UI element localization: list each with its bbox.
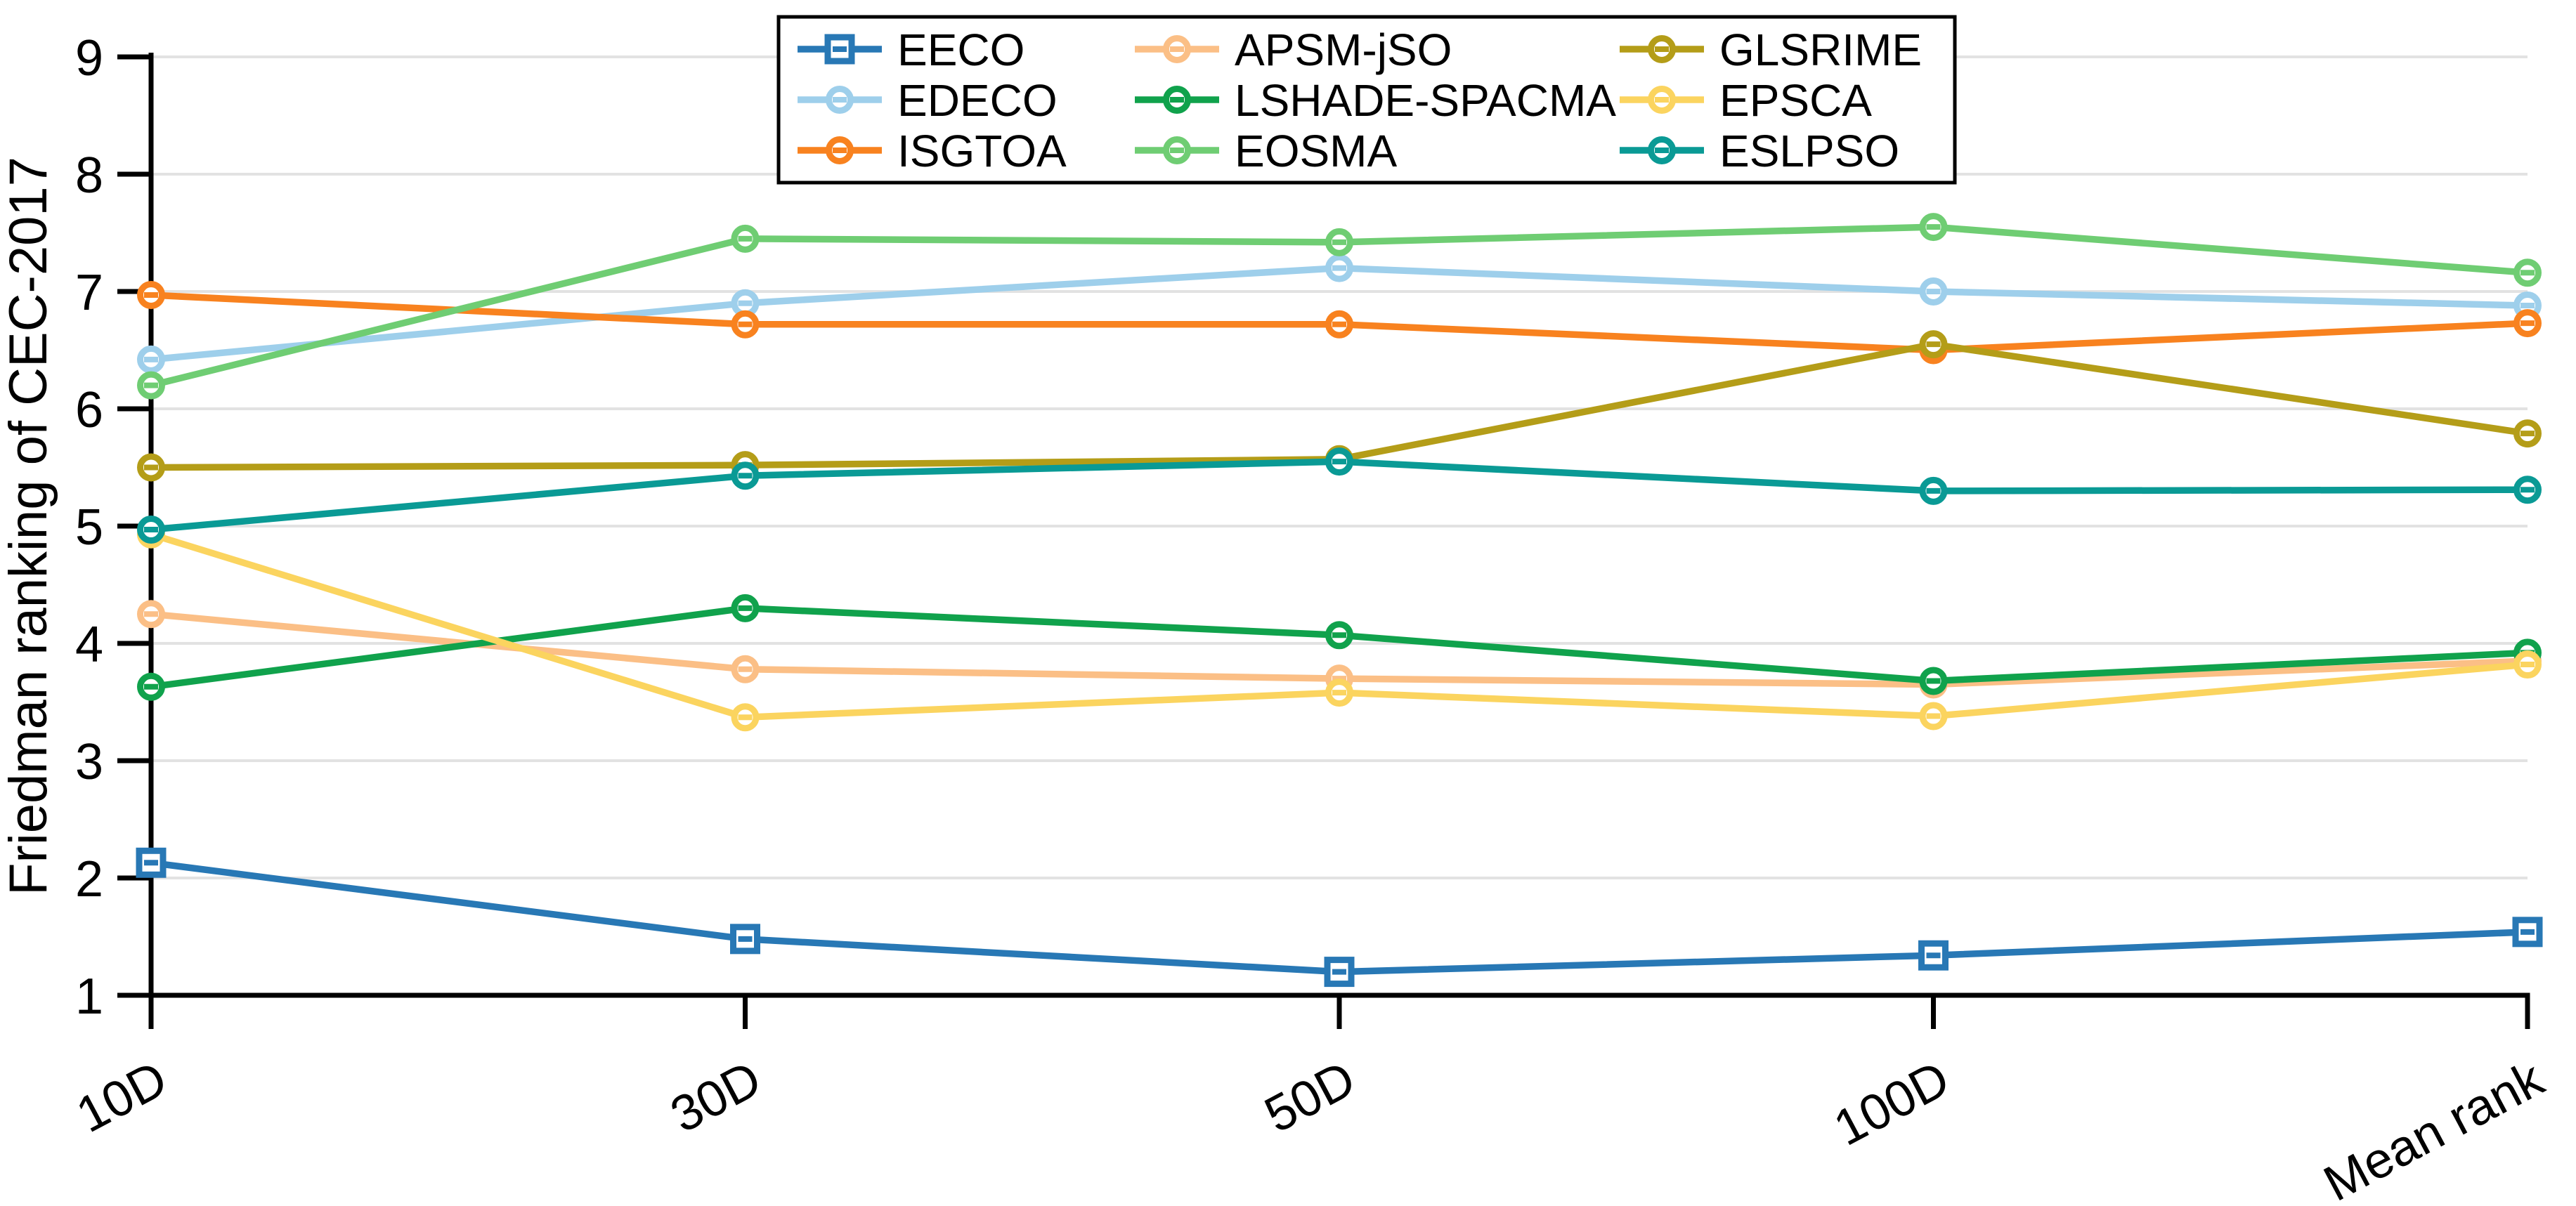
legend-label-ISGTOA: ISGTOA xyxy=(897,126,1067,176)
y-tick-label-3: 3 xyxy=(75,734,103,790)
legend-entry-APSM-jSO: APSM-jSO xyxy=(1135,25,1452,75)
legend-label-GLSRIME: GLSRIME xyxy=(1719,25,1922,75)
series-layer xyxy=(136,213,2543,988)
legend-label-LSHADE-SPACMA: LSHADE-SPACMA xyxy=(1235,75,1616,126)
y-tick-label-2: 2 xyxy=(75,851,103,907)
y-axis-title: Friedman ranking of CEC-2017 xyxy=(0,157,58,896)
legend-label-EOSMA: EOSMA xyxy=(1235,126,1397,176)
legend-entry-EDECO: EDECO xyxy=(798,75,1058,126)
series-ESLPSO xyxy=(137,447,2542,544)
marker-EECO xyxy=(730,924,760,955)
series-EECO xyxy=(136,847,2543,988)
legend-entry-ESLPSO: ESLPSO xyxy=(1620,126,1899,176)
y-tick-label-6: 6 xyxy=(75,382,103,438)
legend-entry-LSHADE-SPACMA: LSHADE-SPACMA xyxy=(1135,75,1616,126)
legend-entry-EOSMA: EOSMA xyxy=(1135,126,1397,176)
y-tick-label-4: 4 xyxy=(75,617,103,673)
x-tick-label-30D: 30D xyxy=(662,1050,770,1143)
x-tick-label-100D: 100D xyxy=(1825,1050,1958,1156)
y-tick-label-8: 8 xyxy=(75,148,103,204)
legend-label-ESLPSO: ESLPSO xyxy=(1719,126,1899,176)
legend-label-APSM-jSO: APSM-jSO xyxy=(1235,25,1452,75)
series-EPSCA xyxy=(137,520,2542,732)
y-tick-label-7: 7 xyxy=(75,265,103,321)
x-tick-label-Mean-rank: Mean rank xyxy=(2315,1050,2554,1206)
legend-label-EDECO: EDECO xyxy=(897,75,1058,126)
axis-layer: 1 2 3 4 5 6 7 8 9 10D 30D 50D 100D Mean rank xyxy=(67,30,2553,1206)
y-tick-label-5: 5 xyxy=(75,499,103,556)
legend-entry-EPSCA: EPSCA xyxy=(1620,75,1872,126)
legend-box xyxy=(776,15,1957,185)
series-LSHADE-SPACMA xyxy=(137,594,2542,701)
legend-label-EPSCA: EPSCA xyxy=(1719,75,1872,126)
y-tick-label-9: 9 xyxy=(75,30,103,86)
x-tick-label-10D: 10D xyxy=(67,1050,176,1143)
y-tick-label-1: 1 xyxy=(75,969,103,1025)
legend-entry-GLSRIME: GLSRIME xyxy=(1620,25,1922,75)
legend-entry-ISGTOA: ISGTOA xyxy=(798,126,1067,176)
legend-label-EECO: EECO xyxy=(897,25,1024,75)
marker-EECO xyxy=(1918,940,1949,971)
x-tick-label-50D: 50D xyxy=(1256,1050,1364,1143)
marker-EECO xyxy=(824,34,855,65)
series-APSM-jSO xyxy=(137,600,2542,699)
legend-entry-EECO: EECO xyxy=(798,25,1024,75)
series-EOSMA xyxy=(137,213,2542,400)
